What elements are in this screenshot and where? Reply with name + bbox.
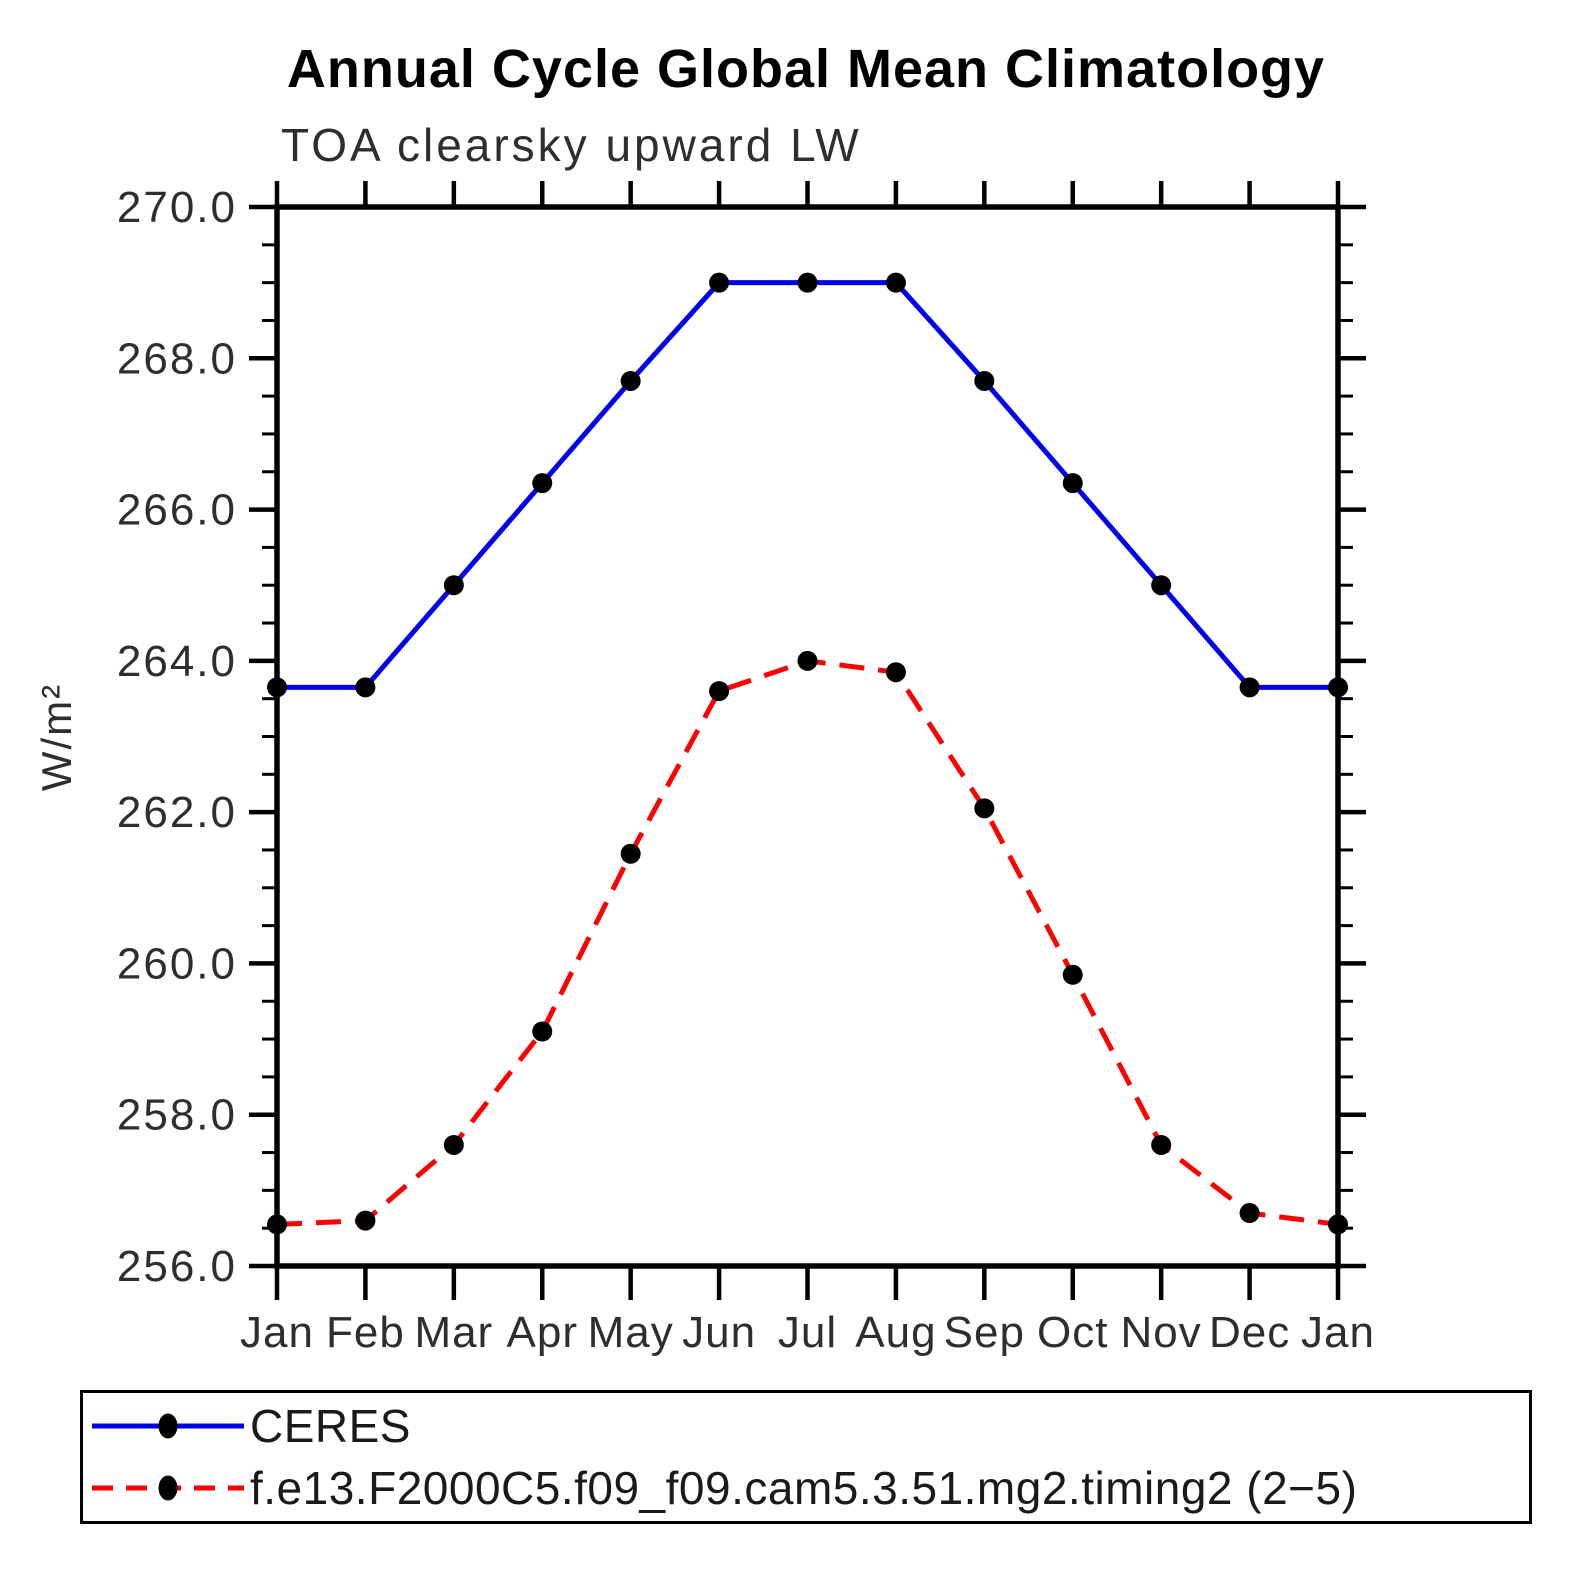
series-1-marker <box>1239 1203 1260 1224</box>
x-tick-label: Sep <box>944 1308 1025 1357</box>
series-1-marker <box>709 681 730 702</box>
series-0-marker <box>797 272 818 293</box>
plot-frame <box>274 204 1341 1269</box>
x-tick-label: Jan <box>240 1308 314 1357</box>
y-tick-label: 270.0 <box>117 183 237 232</box>
series-0-marker <box>709 272 730 293</box>
legend-line-sample-dashed <box>92 1475 244 1501</box>
series-1-marker <box>532 1021 553 1042</box>
series-0-marker <box>532 473 553 494</box>
x-tick-label: May <box>588 1308 674 1357</box>
legend-label-model: f.e13.F2000C5.f09_f09.cam5.3.51.mg2.timi… <box>250 1462 1358 1515</box>
y-tick-label: 258.0 <box>117 1091 237 1140</box>
series-line-0 <box>277 280 1338 690</box>
legend-label-observation: CERES <box>250 1399 411 1452</box>
x-tick-label: Oct <box>1037 1308 1108 1357</box>
series-0-marker <box>974 370 995 391</box>
y-tick-label: 264.0 <box>117 637 237 686</box>
y-tick-label: 256.0 <box>117 1242 237 1291</box>
legend-item-model: f.e13.F2000C5.f09_f09.cam5.3.51.mg2.timi… <box>89 1458 1529 1518</box>
series-1-marker <box>797 650 818 671</box>
x-tick-label: Mar <box>414 1308 493 1357</box>
series-0-marker <box>620 370 641 391</box>
series-0-marker <box>1151 575 1172 596</box>
series-1-marker <box>443 1134 464 1155</box>
series-0-marker <box>885 272 906 293</box>
y-tick-label: 260.0 <box>117 939 237 988</box>
series-0-marker <box>1062 473 1083 494</box>
legend-item-observation: CERES <box>89 1396 1529 1456</box>
series-0-marker <box>1239 677 1260 698</box>
x-tick-label: Nov <box>1121 1308 1202 1357</box>
series-1-marker <box>620 843 641 864</box>
y-tick-label: 262.0 <box>117 788 237 837</box>
chart-subtitle: TOA clearsky upward LW <box>281 119 862 171</box>
legend-marker-icon <box>158 1413 178 1439</box>
y-tick-label: 266.0 <box>117 486 237 535</box>
x-tick-label: Aug <box>855 1308 936 1357</box>
series-1-marker <box>885 662 906 683</box>
legend-line-sample-solid <box>92 1413 244 1439</box>
x-tick-label: Jan <box>1301 1308 1375 1357</box>
y-tick-label: 268.0 <box>117 334 237 383</box>
x-tick-label: Jul <box>778 1308 837 1357</box>
series-line-1 <box>276 658 1339 1227</box>
series-1-marker <box>355 1210 376 1231</box>
series-1-marker <box>1062 964 1083 985</box>
series-1-marker <box>974 798 995 819</box>
x-tick-label: Feb <box>326 1308 405 1357</box>
series-1-marker <box>1151 1134 1172 1155</box>
legend-marker-icon <box>158 1475 178 1501</box>
x-tick-label: Apr <box>507 1308 578 1357</box>
x-tick-label: Jun <box>682 1308 756 1357</box>
series-0-marker <box>355 677 376 698</box>
x-tick-label: Dec <box>1209 1308 1290 1357</box>
chart-title: Annual Cycle Global Mean Climatology <box>286 39 1326 99</box>
legend-box: CERES f.e13.F2000C5.f09_f09.cam5.3.51.mg… <box>80 1390 1532 1524</box>
series-0-marker <box>443 575 464 596</box>
